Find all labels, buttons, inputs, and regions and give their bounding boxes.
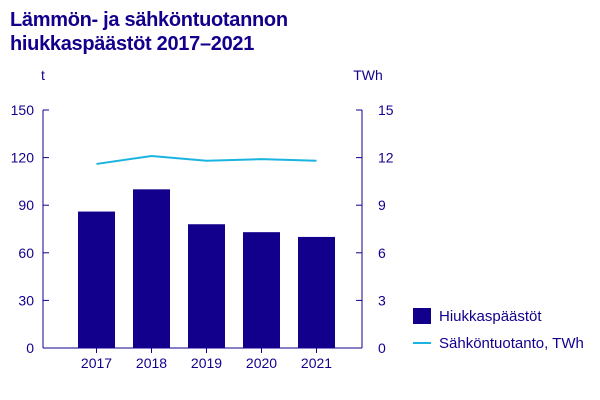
x-tick-label: 2021: [301, 355, 332, 371]
x-tick-label: 2020: [246, 355, 277, 371]
left-tick-label: 150: [11, 102, 35, 118]
x-tick-label: 2019: [191, 355, 222, 371]
left-axis-unit: t: [41, 67, 45, 83]
right-tick-label: 9: [378, 197, 386, 213]
legend-bar-label: Hiukkaspäästöt: [439, 308, 542, 325]
right-tick-label: 15: [378, 102, 394, 118]
x-tick-label: 2017: [81, 355, 112, 371]
line-series-path: [96, 155, 317, 165]
right-tick-label: 0: [378, 340, 386, 356]
right-axis-unit: TWh: [353, 67, 383, 83]
legend-bar-swatch: [413, 308, 431, 324]
title-line-2: hiukkaspäästöt 2017–2021: [10, 33, 255, 55]
bar-series: [78, 189, 335, 348]
legend-line-label: Sähköntuotanto, TWh: [439, 335, 584, 352]
left-tick-label: 30: [18, 292, 34, 308]
title-line-1: Lämmön- ja sähköntuotannon: [10, 9, 288, 31]
right-tick-label: 6: [378, 245, 386, 261]
left-tick-label: 90: [18, 197, 34, 213]
x-tick-label: 2018: [136, 355, 167, 371]
bar: [188, 224, 225, 348]
legend: Hiukkaspäästöt Sähköntuotanto, TWh: [413, 308, 584, 352]
right-tick-label: 12: [378, 150, 394, 166]
axes: t TWh 0 30 60 90 120 150 0 3 6 9 12 15 2017 2018 2019 202…: [11, 67, 394, 371]
line-series: [96, 155, 317, 165]
chart-title: Lämmön- ja sähköntuotannon hiukkaspäästö…: [10, 8, 288, 56]
left-tick-label: 120: [11, 150, 35, 166]
left-tick-label: 60: [18, 245, 34, 261]
bar: [298, 236, 335, 348]
right-tick-label: 3: [378, 292, 386, 308]
bar: [133, 189, 170, 348]
bar: [78, 211, 115, 348]
left-tick-label: 0: [26, 340, 34, 356]
bar: [243, 232, 280, 348]
